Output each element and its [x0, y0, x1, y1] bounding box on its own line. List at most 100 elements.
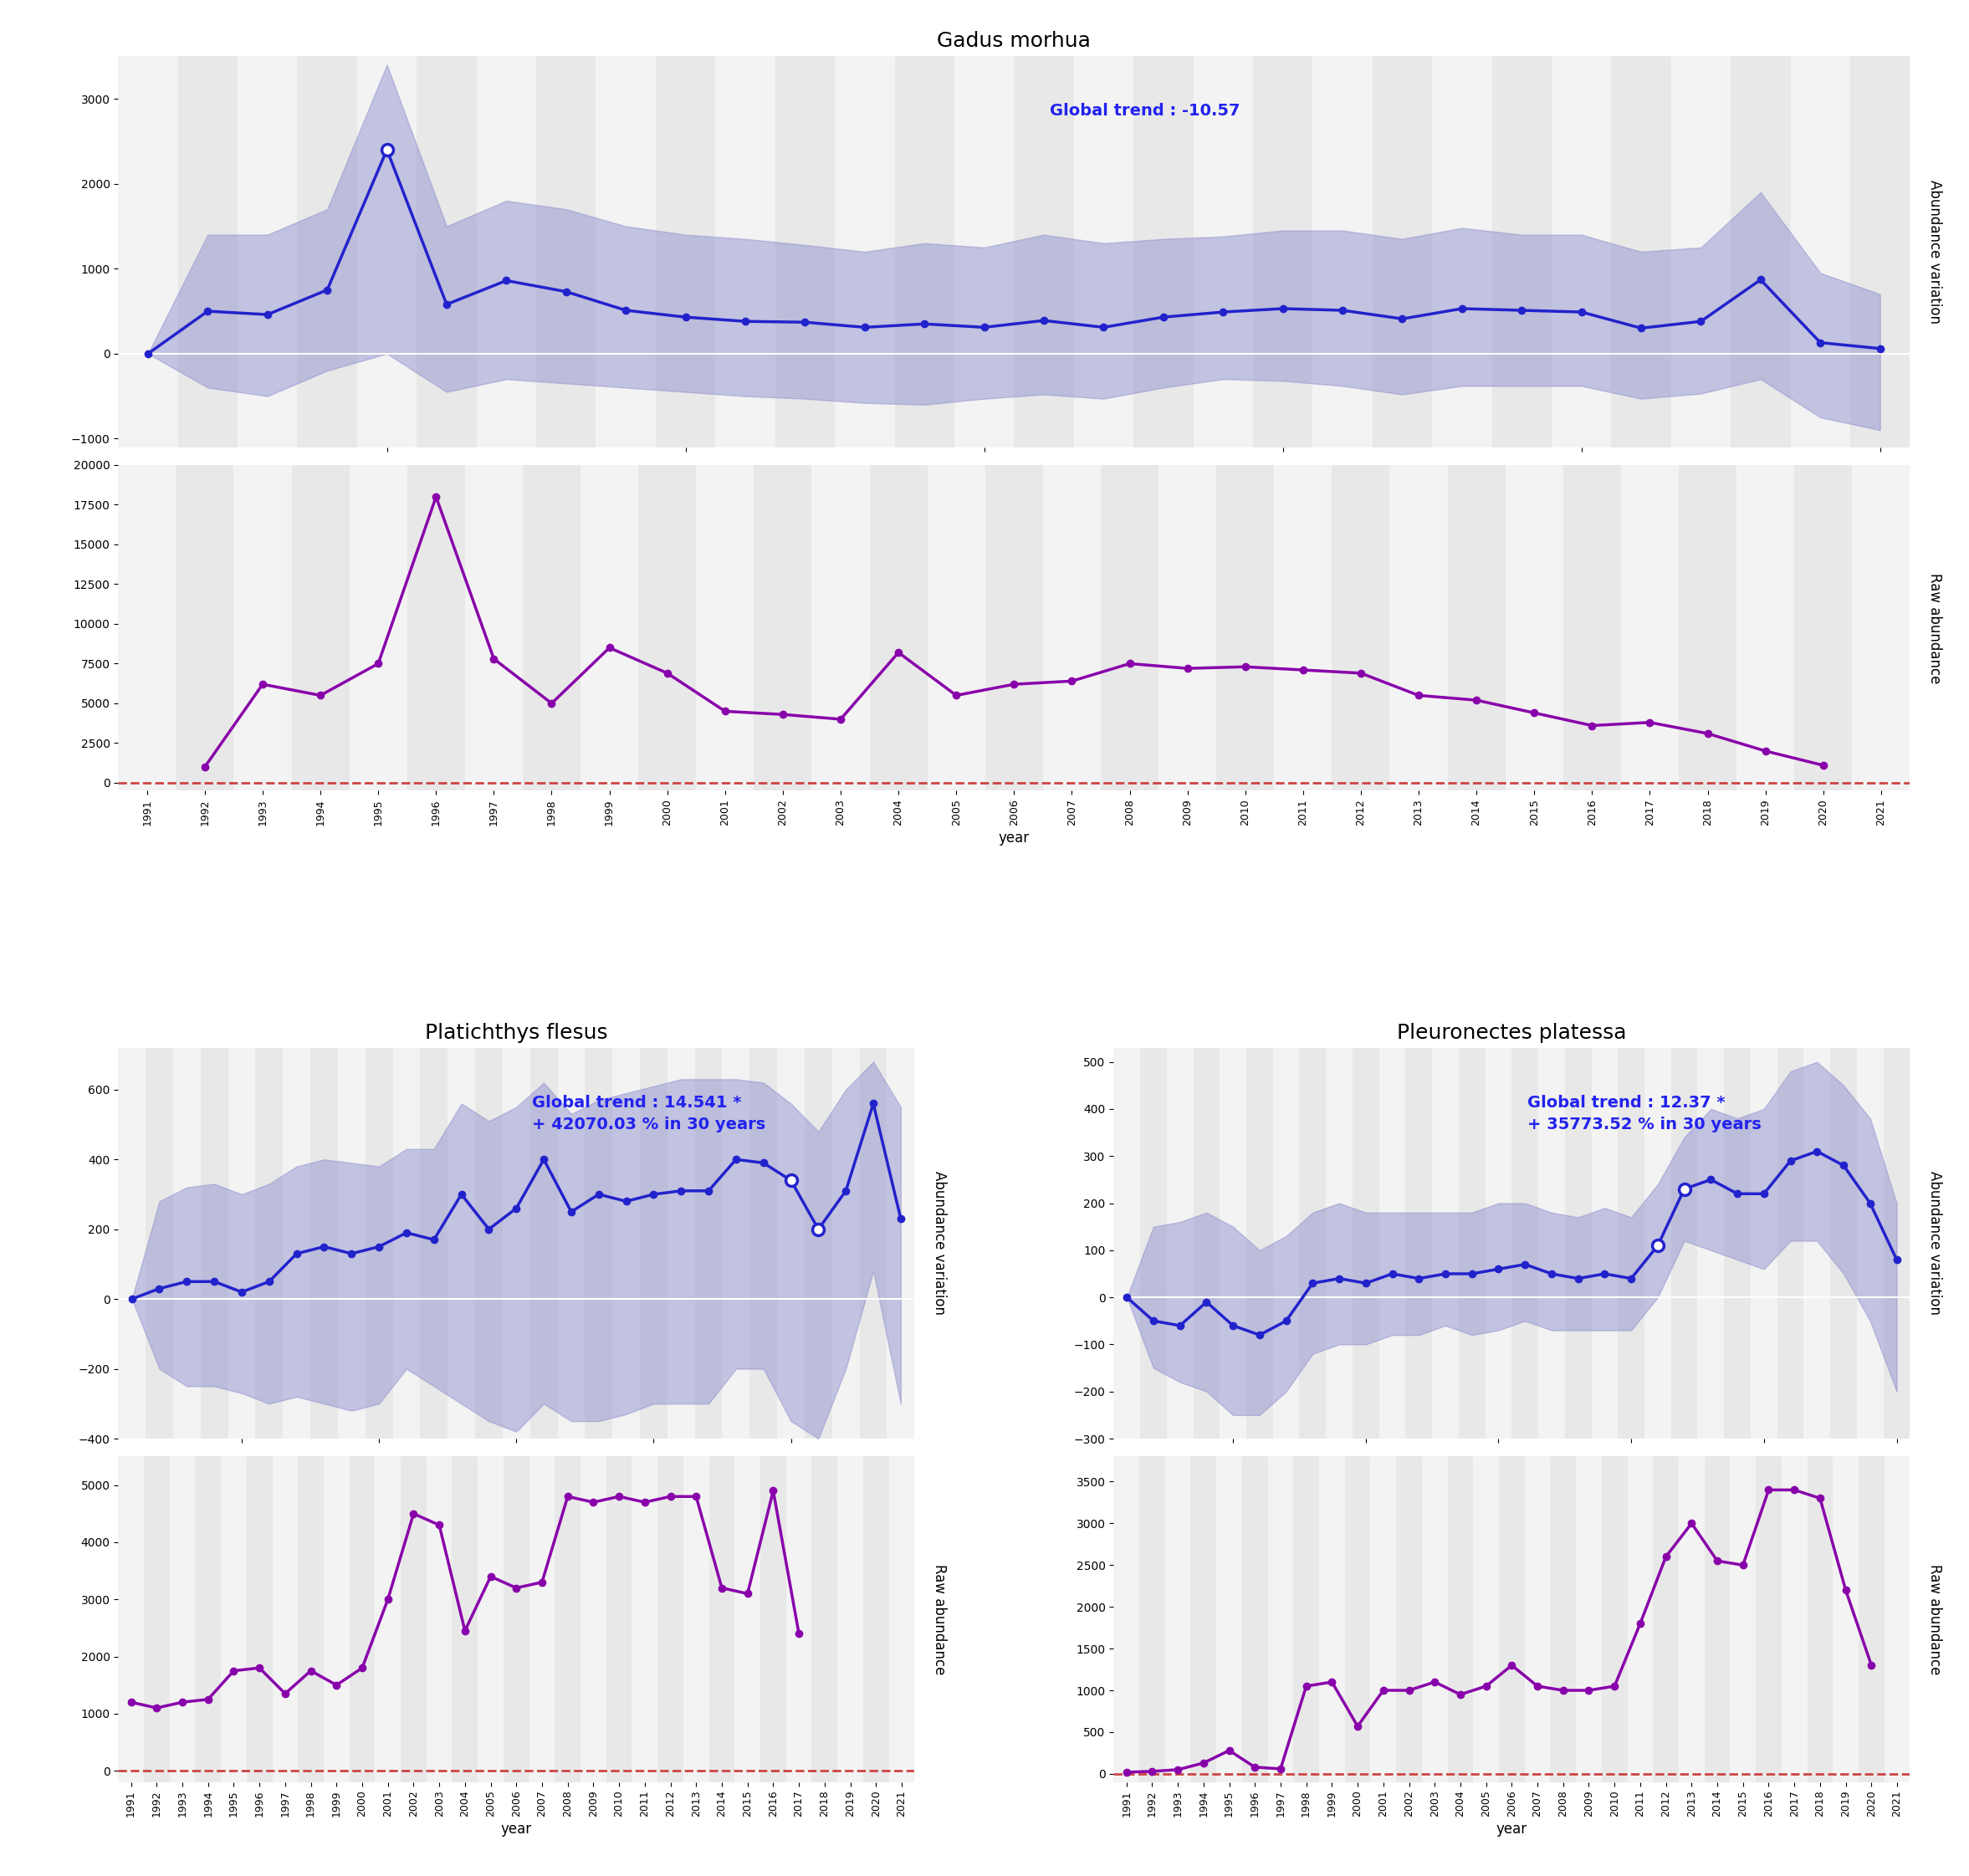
Bar	[1319, 1456, 1345, 1782]
Bar	[1680, 1456, 1705, 1782]
Bar	[927, 465, 984, 790]
Bar	[1626, 1456, 1654, 1782]
Bar	[1790, 56, 1851, 446]
Bar	[886, 1049, 914, 1439]
X-axis label: year: year	[1496, 1822, 1528, 1837]
Bar	[833, 1049, 860, 1439]
Bar	[1044, 465, 1101, 790]
Bar	[1422, 1456, 1447, 1782]
Bar	[1910, 56, 1969, 446]
Bar	[272, 1456, 297, 1782]
Bar	[1697, 1049, 1725, 1439]
Bar	[478, 1456, 504, 1782]
Bar	[1274, 465, 1331, 790]
Bar	[530, 1456, 555, 1782]
Bar	[221, 1456, 246, 1782]
Bar	[427, 1456, 453, 1782]
Bar	[835, 56, 894, 446]
Bar	[234, 465, 291, 790]
Bar	[1073, 56, 1134, 446]
X-axis label: year: year	[998, 831, 1030, 846]
Bar	[118, 1456, 144, 1782]
Bar	[941, 1049, 969, 1439]
Bar	[1390, 465, 1447, 790]
Bar	[356, 56, 417, 446]
Bar	[1431, 1049, 1459, 1439]
Title: Platichthys flesus: Platichthys flesus	[425, 1022, 608, 1043]
Bar	[888, 1456, 914, 1782]
Bar	[374, 1456, 402, 1782]
Bar	[1804, 1049, 1831, 1439]
Y-axis label: Raw abundance: Raw abundance	[1928, 1565, 1941, 1675]
Bar	[1166, 1456, 1191, 1782]
Bar	[1524, 1456, 1550, 1782]
Bar	[955, 56, 1014, 446]
Bar	[284, 1049, 311, 1439]
Y-axis label: Abundance variation: Abundance variation	[1928, 1171, 1941, 1315]
Bar	[557, 1049, 585, 1439]
Bar	[502, 1049, 530, 1439]
Bar	[1620, 465, 1680, 790]
Bar	[811, 465, 870, 790]
Bar	[1217, 1456, 1242, 1782]
Bar	[1731, 1456, 1756, 1782]
Bar	[1114, 1049, 1140, 1439]
Bar	[1325, 1049, 1353, 1439]
Bar	[1158, 465, 1217, 790]
Bar	[323, 1456, 349, 1782]
Bar	[1782, 1456, 1808, 1782]
Bar	[1485, 1049, 1512, 1439]
Y-axis label: Raw abundance: Raw abundance	[931, 1565, 947, 1675]
Bar	[1672, 56, 1731, 446]
Bar	[118, 1049, 146, 1439]
Bar	[734, 1456, 760, 1782]
Bar	[1431, 56, 1493, 446]
Bar	[1370, 1456, 1396, 1782]
Bar	[612, 1049, 640, 1439]
Bar	[1538, 1049, 1565, 1439]
Bar	[1378, 1049, 1406, 1439]
Bar	[683, 1456, 709, 1782]
Y-axis label: Abundance variation: Abundance variation	[931, 1171, 947, 1315]
Bar	[1313, 56, 1372, 446]
Bar	[1272, 1049, 1300, 1439]
Bar	[169, 1456, 195, 1782]
Text: Global trend : 14.541 *
+ 42070.03 % in 30 years: Global trend : 14.541 * + 42070.03 % in …	[532, 1096, 766, 1133]
Title: Pleuronectes platessa: Pleuronectes platessa	[1396, 1022, 1626, 1043]
Bar	[1853, 465, 1910, 790]
Bar	[1884, 1456, 1910, 1782]
Bar	[715, 56, 776, 446]
Bar	[1750, 1049, 1778, 1439]
Bar	[1644, 1049, 1672, 1439]
Text: Global trend : -10.57: Global trend : -10.57	[1049, 103, 1240, 118]
Bar	[1575, 1456, 1601, 1782]
Bar	[476, 56, 536, 446]
Bar	[1193, 56, 1252, 446]
Bar	[238, 56, 297, 446]
Bar	[581, 465, 638, 790]
Bar	[118, 465, 175, 790]
Text: Global trend : 12.37 *
+ 35773.52 % in 30 years: Global trend : 12.37 * + 35773.52 % in 3…	[1528, 1096, 1762, 1133]
Bar	[1552, 56, 1611, 446]
Y-axis label: Raw abundance: Raw abundance	[1928, 572, 1941, 683]
Bar	[597, 56, 656, 446]
Bar	[1857, 1049, 1884, 1439]
Bar	[173, 1049, 201, 1439]
Bar	[1506, 465, 1563, 790]
Bar	[786, 1456, 811, 1782]
Bar	[392, 1049, 419, 1439]
Bar	[118, 56, 177, 446]
Bar	[1473, 1456, 1498, 1782]
Bar	[837, 1456, 862, 1782]
Bar	[581, 1456, 606, 1782]
Bar	[1737, 465, 1794, 790]
Title: Gadus morhua: Gadus morhua	[937, 32, 1091, 51]
Bar	[778, 1049, 805, 1439]
Bar	[1268, 1456, 1294, 1782]
Bar	[697, 465, 754, 790]
X-axis label: year: year	[500, 1822, 532, 1837]
Bar	[339, 1049, 366, 1439]
Bar	[447, 1049, 475, 1439]
Bar	[1168, 1049, 1193, 1439]
Bar	[667, 1049, 695, 1439]
